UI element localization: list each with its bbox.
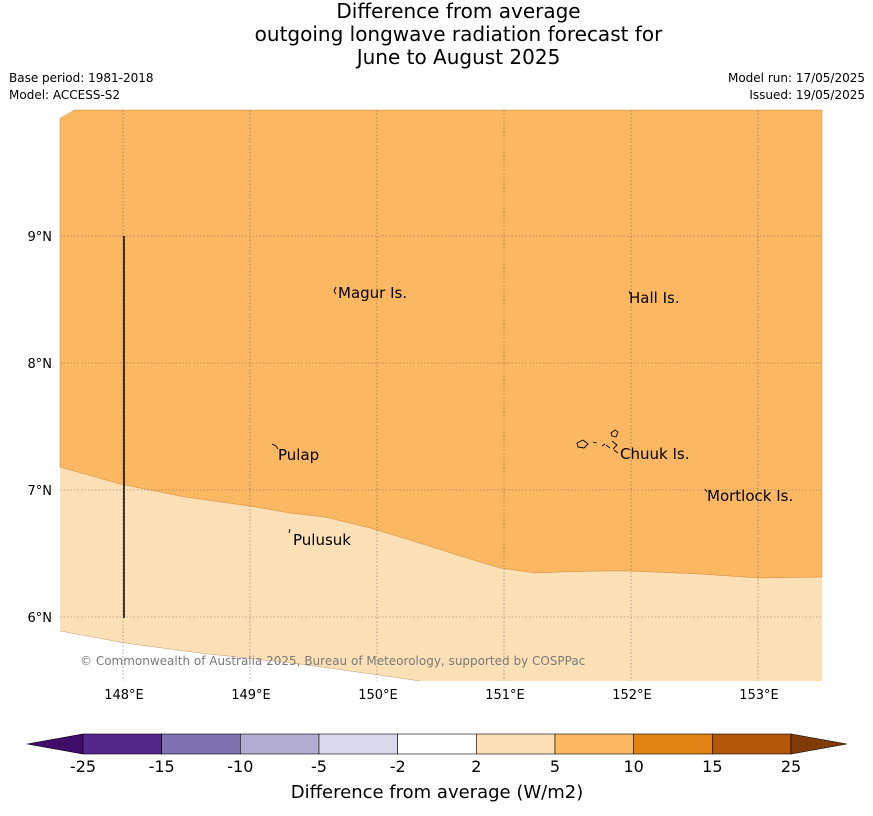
place-label-hall: Hall Is. bbox=[629, 289, 680, 307]
lon-label-153: 153°E bbox=[739, 688, 779, 703]
colorbar-extend-low bbox=[26, 733, 84, 755]
island-shapes bbox=[271, 286, 708, 534]
colorbar-segment bbox=[397, 733, 477, 755]
colorbar-tick-labels: -25 -15 -10 -5 -2 2 5 10 15 25 bbox=[70, 757, 801, 776]
place-label-mortlock: Mortlock Is. bbox=[707, 487, 793, 505]
colorbar-title: Difference from average (W/m2) bbox=[291, 782, 583, 803]
colorbar-tick-label: -25 bbox=[70, 757, 96, 776]
lat-label-7: 7°N bbox=[28, 484, 53, 499]
colorbar-tick-label: 10 bbox=[623, 757, 643, 776]
issued-date: Issued: 19/05/2025 bbox=[749, 88, 865, 102]
colorbar-extend-high bbox=[790, 733, 848, 755]
map-corner-top bbox=[60, 110, 74, 118]
place-label-chuuk: Chuuk Is. bbox=[620, 445, 689, 463]
colorbar-segments bbox=[26, 733, 848, 755]
colorbar-segment bbox=[476, 733, 556, 755]
lon-label-150: 150°E bbox=[358, 688, 398, 703]
title-line-2: outgoing longwave radiation forecast for bbox=[254, 22, 663, 46]
lon-axis: 148°E 149°E 150°E 151°E 152°E 153°E bbox=[104, 688, 779, 703]
colorbar-segment bbox=[318, 733, 398, 755]
hall-island-shape bbox=[628, 290, 631, 295]
model-name: Model: ACCESS-S2 bbox=[9, 88, 121, 102]
lat-axis: 9°N 8°N 7°N 6°N bbox=[28, 230, 53, 626]
colorbar-tick-label: -10 bbox=[227, 757, 253, 776]
map-panel: Magur Is. Hall Is. Pulap Chuuk Is. Mortl… bbox=[59, 109, 823, 682]
lon-label-149: 149°E bbox=[231, 688, 271, 703]
copyright-notice: © Commonwealth of Australia 2025, Bureau… bbox=[80, 654, 585, 668]
colorbar-segment bbox=[633, 733, 713, 755]
colorbar: -25 -15 -10 -5 -2 2 5 10 15 25 Difference from av… bbox=[26, 733, 848, 803]
place-label-magur: Magur Is. bbox=[338, 284, 407, 302]
meta-left: Base period: 1981-2018 Model: ACCESS-S2 bbox=[9, 70, 154, 104]
place-label-pulusuk: Pulusuk bbox=[293, 531, 351, 549]
lat-label-9: 9°N bbox=[28, 230, 53, 245]
lon-label-152: 152°E bbox=[612, 688, 652, 703]
colorbar-tick-label: 25 bbox=[781, 757, 801, 776]
colorbar-tick-label: -2 bbox=[390, 757, 406, 776]
colorbar-tick-label: 5 bbox=[550, 757, 560, 776]
chuuk-lagoon-shape bbox=[576, 429, 619, 454]
pulap-island-shape bbox=[271, 443, 279, 450]
title-line-3: June to August 2025 bbox=[356, 45, 561, 69]
lon-label-151: 151°E bbox=[485, 688, 525, 703]
title-line-1: Difference from average bbox=[336, 0, 581, 23]
colorbar-tick-label: 2 bbox=[471, 757, 481, 776]
gridlines bbox=[60, 110, 822, 681]
meta-right: Model run: 17/05/2025 Issued: 19/05/2025 bbox=[728, 70, 865, 104]
map-corner-bottom bbox=[60, 631, 420, 681]
region-5-to-10 bbox=[59, 109, 823, 579]
colorbar-segment bbox=[712, 733, 792, 755]
colorbar-segment bbox=[240, 733, 320, 755]
contour-bottom bbox=[59, 630, 421, 682]
pulusuk-island-shape bbox=[288, 528, 291, 534]
lon-label-148: 148°E bbox=[104, 688, 144, 703]
colorbar-tick-label: -5 bbox=[311, 757, 327, 776]
model-run: Model run: 17/05/2025 bbox=[727, 71, 865, 85]
lat-label-6: 6°N bbox=[28, 611, 53, 626]
colorbar-tick-label: -15 bbox=[149, 757, 175, 776]
lat-label-8: 8°N bbox=[28, 357, 53, 372]
magur-island-shape bbox=[333, 286, 337, 295]
colorbar-segment bbox=[82, 733, 162, 755]
colorbar-segment bbox=[554, 733, 634, 755]
colorbar-tick-label: 15 bbox=[702, 757, 722, 776]
colorbar-segment bbox=[161, 733, 241, 755]
place-label-pulap: Pulap bbox=[278, 446, 319, 464]
chart-title: Difference from average outgoing longwav… bbox=[0, 0, 873, 69]
mortlock-island-shape bbox=[704, 488, 708, 493]
base-period: Base period: 1981-2018 bbox=[9, 71, 154, 85]
